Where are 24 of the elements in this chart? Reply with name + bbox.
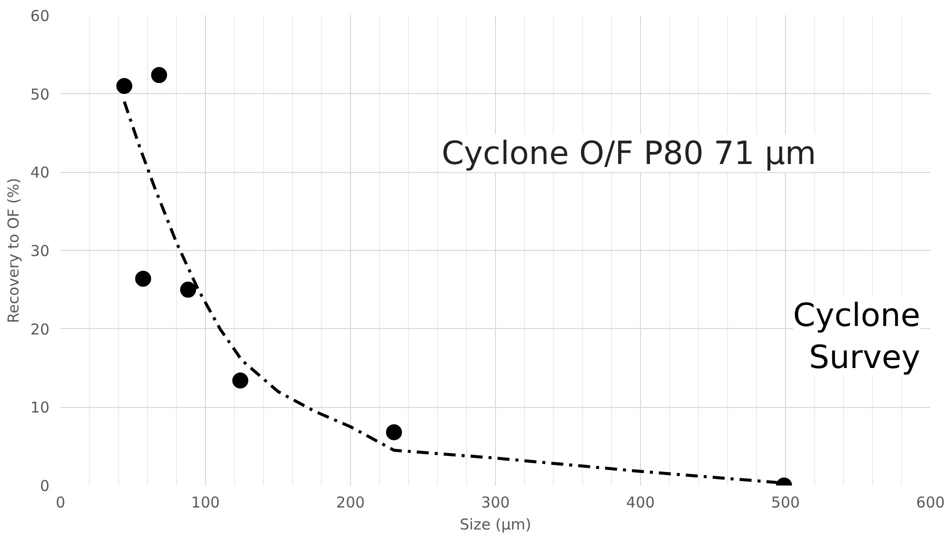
point <box>151 67 168 84</box>
point <box>180 282 196 298</box>
point <box>135 270 152 287</box>
x-tick-label: 400 <box>626 494 655 512</box>
y-tick-label: 10 <box>30 398 50 417</box>
annotation: Cyclone O/F P80 71 µm <box>442 134 816 172</box>
annotation: Cyclone Survey <box>793 296 920 376</box>
y-tick-label: 50 <box>30 85 50 104</box>
y-tick-label: 60 <box>30 7 50 25</box>
x-tick-label: 600 <box>916 494 945 512</box>
point <box>232 372 248 389</box>
x-tick-label: 200 <box>336 494 365 512</box>
x-tick-label: 300 <box>481 494 510 512</box>
y-tick-label: 30 <box>30 242 50 260</box>
x-axis-title: Size (µm) <box>460 516 532 534</box>
y-tick-label: 20 <box>30 320 50 338</box>
y-tick-label: 40 <box>30 164 50 182</box>
y-axis-title: Recovery to OF (%) <box>4 178 22 324</box>
x-tick-label: 0 <box>56 494 66 512</box>
y-tick-label: 0 <box>40 477 50 495</box>
x-tick-label: 100 <box>191 494 220 512</box>
point <box>116 78 132 94</box>
point <box>386 424 402 440</box>
x-tick-label: 500 <box>771 494 800 512</box>
